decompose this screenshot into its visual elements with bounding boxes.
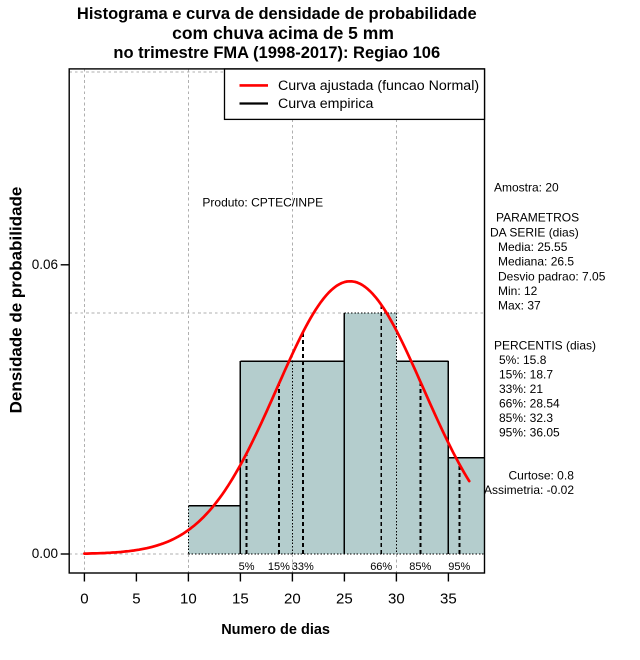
svg-text:85%: 85% <box>409 561 431 573</box>
svg-text:PARAMETROS: PARAMETROS <box>496 211 579 225</box>
svg-text:33%: 33% <box>292 561 314 573</box>
svg-text:0: 0 <box>80 591 88 608</box>
svg-text:Curtose: 0.8: Curtose: 0.8 <box>509 469 575 483</box>
svg-text:5%: 5% <box>239 561 255 573</box>
svg-text:Media: 25.55: Media: 25.55 <box>498 240 568 254</box>
svg-text:5%: 15.8: 5%: 15.8 <box>499 353 547 367</box>
svg-text:Max: 37: Max: 37 <box>498 299 541 313</box>
svg-text:Densidade de probabilidade: Densidade de probabilidade <box>6 187 25 414</box>
svg-text:35: 35 <box>440 591 457 608</box>
svg-text:no trimestre FMA (1998-2017):: no trimestre FMA (1998-2017): Regiao 106 <box>113 44 440 62</box>
svg-text:DA SERIE (dias): DA SERIE (dias) <box>490 226 579 240</box>
svg-text:95%: 36.05: 95%: 36.05 <box>499 426 560 440</box>
svg-text:20: 20 <box>284 591 301 608</box>
svg-text:Assimetria: -0.02: Assimetria: -0.02 <box>484 483 574 497</box>
svg-text:33%: 21: 33%: 21 <box>499 382 543 396</box>
svg-text:85%: 32.3: 85%: 32.3 <box>499 411 553 425</box>
svg-text:PERCENTIS (dias): PERCENTIS (dias) <box>494 339 596 353</box>
svg-text:15%: 18.7: 15%: 18.7 <box>499 368 553 382</box>
svg-text:com chuva acima de 5 mm: com chuva acima de 5 mm <box>172 23 394 43</box>
svg-text:66%: 28.54: 66%: 28.54 <box>499 397 560 411</box>
svg-text:Produto: CPTEC/INPE: Produto: CPTEC/INPE <box>202 196 323 210</box>
svg-text:Curva ajustada (funcao Normal): Curva ajustada (funcao Normal) <box>278 78 479 94</box>
svg-text:Histograma e curva de densidad: Histograma e curva de densidade de proba… <box>77 5 477 23</box>
svg-text:Amostra: 20: Amostra: 20 <box>494 181 559 195</box>
svg-text:0.06: 0.06 <box>32 257 58 272</box>
svg-text:15%: 15% <box>268 561 290 573</box>
svg-text:30: 30 <box>388 591 405 608</box>
svg-text:Mediana: 26.5: Mediana: 26.5 <box>498 255 574 269</box>
svg-text:25: 25 <box>336 591 353 608</box>
svg-text:Curva empirica: Curva empirica <box>278 96 374 112</box>
svg-text:0.00: 0.00 <box>32 546 58 561</box>
svg-text:15: 15 <box>232 591 249 608</box>
svg-text:Desvio padrao: 7.05: Desvio padrao: 7.05 <box>498 270 606 284</box>
svg-text:Numero de dias: Numero de dias <box>221 622 330 638</box>
svg-text:95%: 95% <box>448 561 470 573</box>
svg-text:5: 5 <box>132 591 140 608</box>
svg-text:10: 10 <box>180 591 197 608</box>
svg-text:66%: 66% <box>370 561 392 573</box>
svg-text:Min: 12: Min: 12 <box>498 284 538 298</box>
